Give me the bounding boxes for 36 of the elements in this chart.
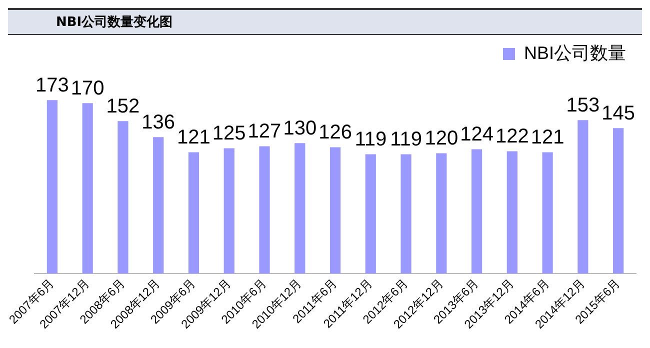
bar bbox=[400, 154, 412, 274]
data-label: 121 bbox=[177, 126, 210, 149]
data-label: 121 bbox=[530, 126, 564, 149]
bar bbox=[82, 103, 93, 274]
bar bbox=[259, 146, 270, 274]
bar bbox=[224, 148, 234, 274]
bar bbox=[153, 137, 164, 274]
data-label: 136 bbox=[142, 112, 176, 134]
bar bbox=[471, 149, 482, 274]
bar bbox=[294, 143, 306, 274]
chart-title: NBI公司数量变化图 bbox=[8, 8, 642, 35]
data-label: 130 bbox=[283, 118, 317, 140]
bar bbox=[118, 121, 128, 274]
bar bbox=[436, 153, 447, 274]
bar bbox=[365, 154, 376, 274]
data-label: 122 bbox=[495, 126, 529, 148]
bar bbox=[578, 120, 588, 274]
data-label: 119 bbox=[390, 128, 422, 151]
data-label: 127 bbox=[248, 120, 282, 143]
data-label: 119 bbox=[354, 128, 387, 151]
data-label: 145 bbox=[602, 102, 635, 125]
data-label: 126 bbox=[318, 122, 352, 144]
bar bbox=[46, 100, 58, 274]
data-label: 124 bbox=[460, 124, 494, 146]
data-label: 120 bbox=[424, 128, 458, 150]
bar bbox=[188, 152, 200, 274]
data-label: 153 bbox=[566, 94, 600, 117]
bar bbox=[506, 151, 518, 274]
data-label: 152 bbox=[106, 96, 140, 118]
data-label: 125 bbox=[212, 122, 246, 145]
data-label: 170 bbox=[70, 78, 104, 100]
legend-label: NBI公司数量 bbox=[524, 42, 626, 63]
bar bbox=[613, 128, 624, 274]
bar bbox=[330, 147, 341, 274]
data-label: 173 bbox=[36, 74, 69, 97]
bar bbox=[542, 152, 553, 274]
